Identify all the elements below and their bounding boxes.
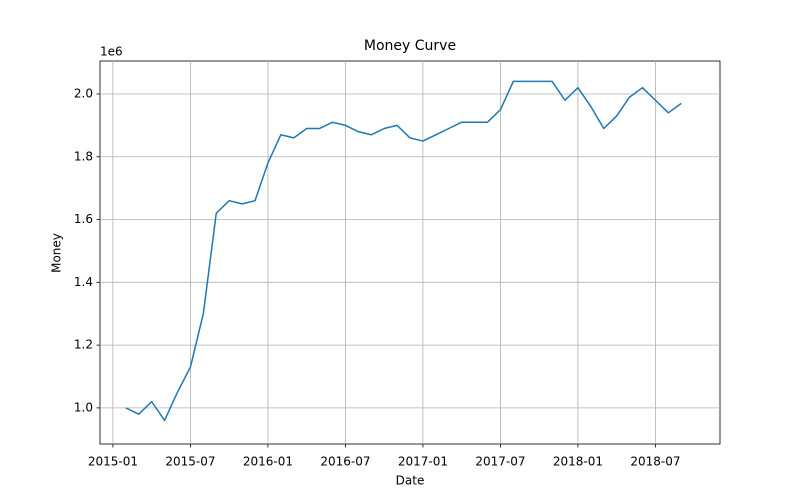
money-line xyxy=(125,80,682,422)
y-tick-label: 1.4 xyxy=(74,275,93,289)
y-tick-label: 1.6 xyxy=(74,212,93,226)
x-tick-label: 2016-07 xyxy=(320,455,370,469)
x-tick-label: 2015-01 xyxy=(88,455,138,469)
plot-frame xyxy=(99,60,721,445)
y-offset-label: 1e6 xyxy=(100,45,123,59)
x-tick-label: 2015-07 xyxy=(165,455,215,469)
x-tick-label: 2017-01 xyxy=(398,455,448,469)
x-tick-label: 2016-01 xyxy=(243,455,293,469)
chart-title: Money Curve xyxy=(364,38,456,54)
y-tick-label: 1.2 xyxy=(74,338,93,352)
y-tick-label: 1.8 xyxy=(74,149,93,163)
y-tick-label: 1.0 xyxy=(74,400,93,414)
y-axis-label: Money xyxy=(50,233,64,273)
x-axis-label: Date xyxy=(396,474,425,488)
y-tick-label: 2.0 xyxy=(74,86,93,100)
x-tick-label: 2018-01 xyxy=(553,455,603,469)
x-tick-label: 2018-07 xyxy=(630,455,680,469)
x-tick-label: 2017-07 xyxy=(475,455,525,469)
